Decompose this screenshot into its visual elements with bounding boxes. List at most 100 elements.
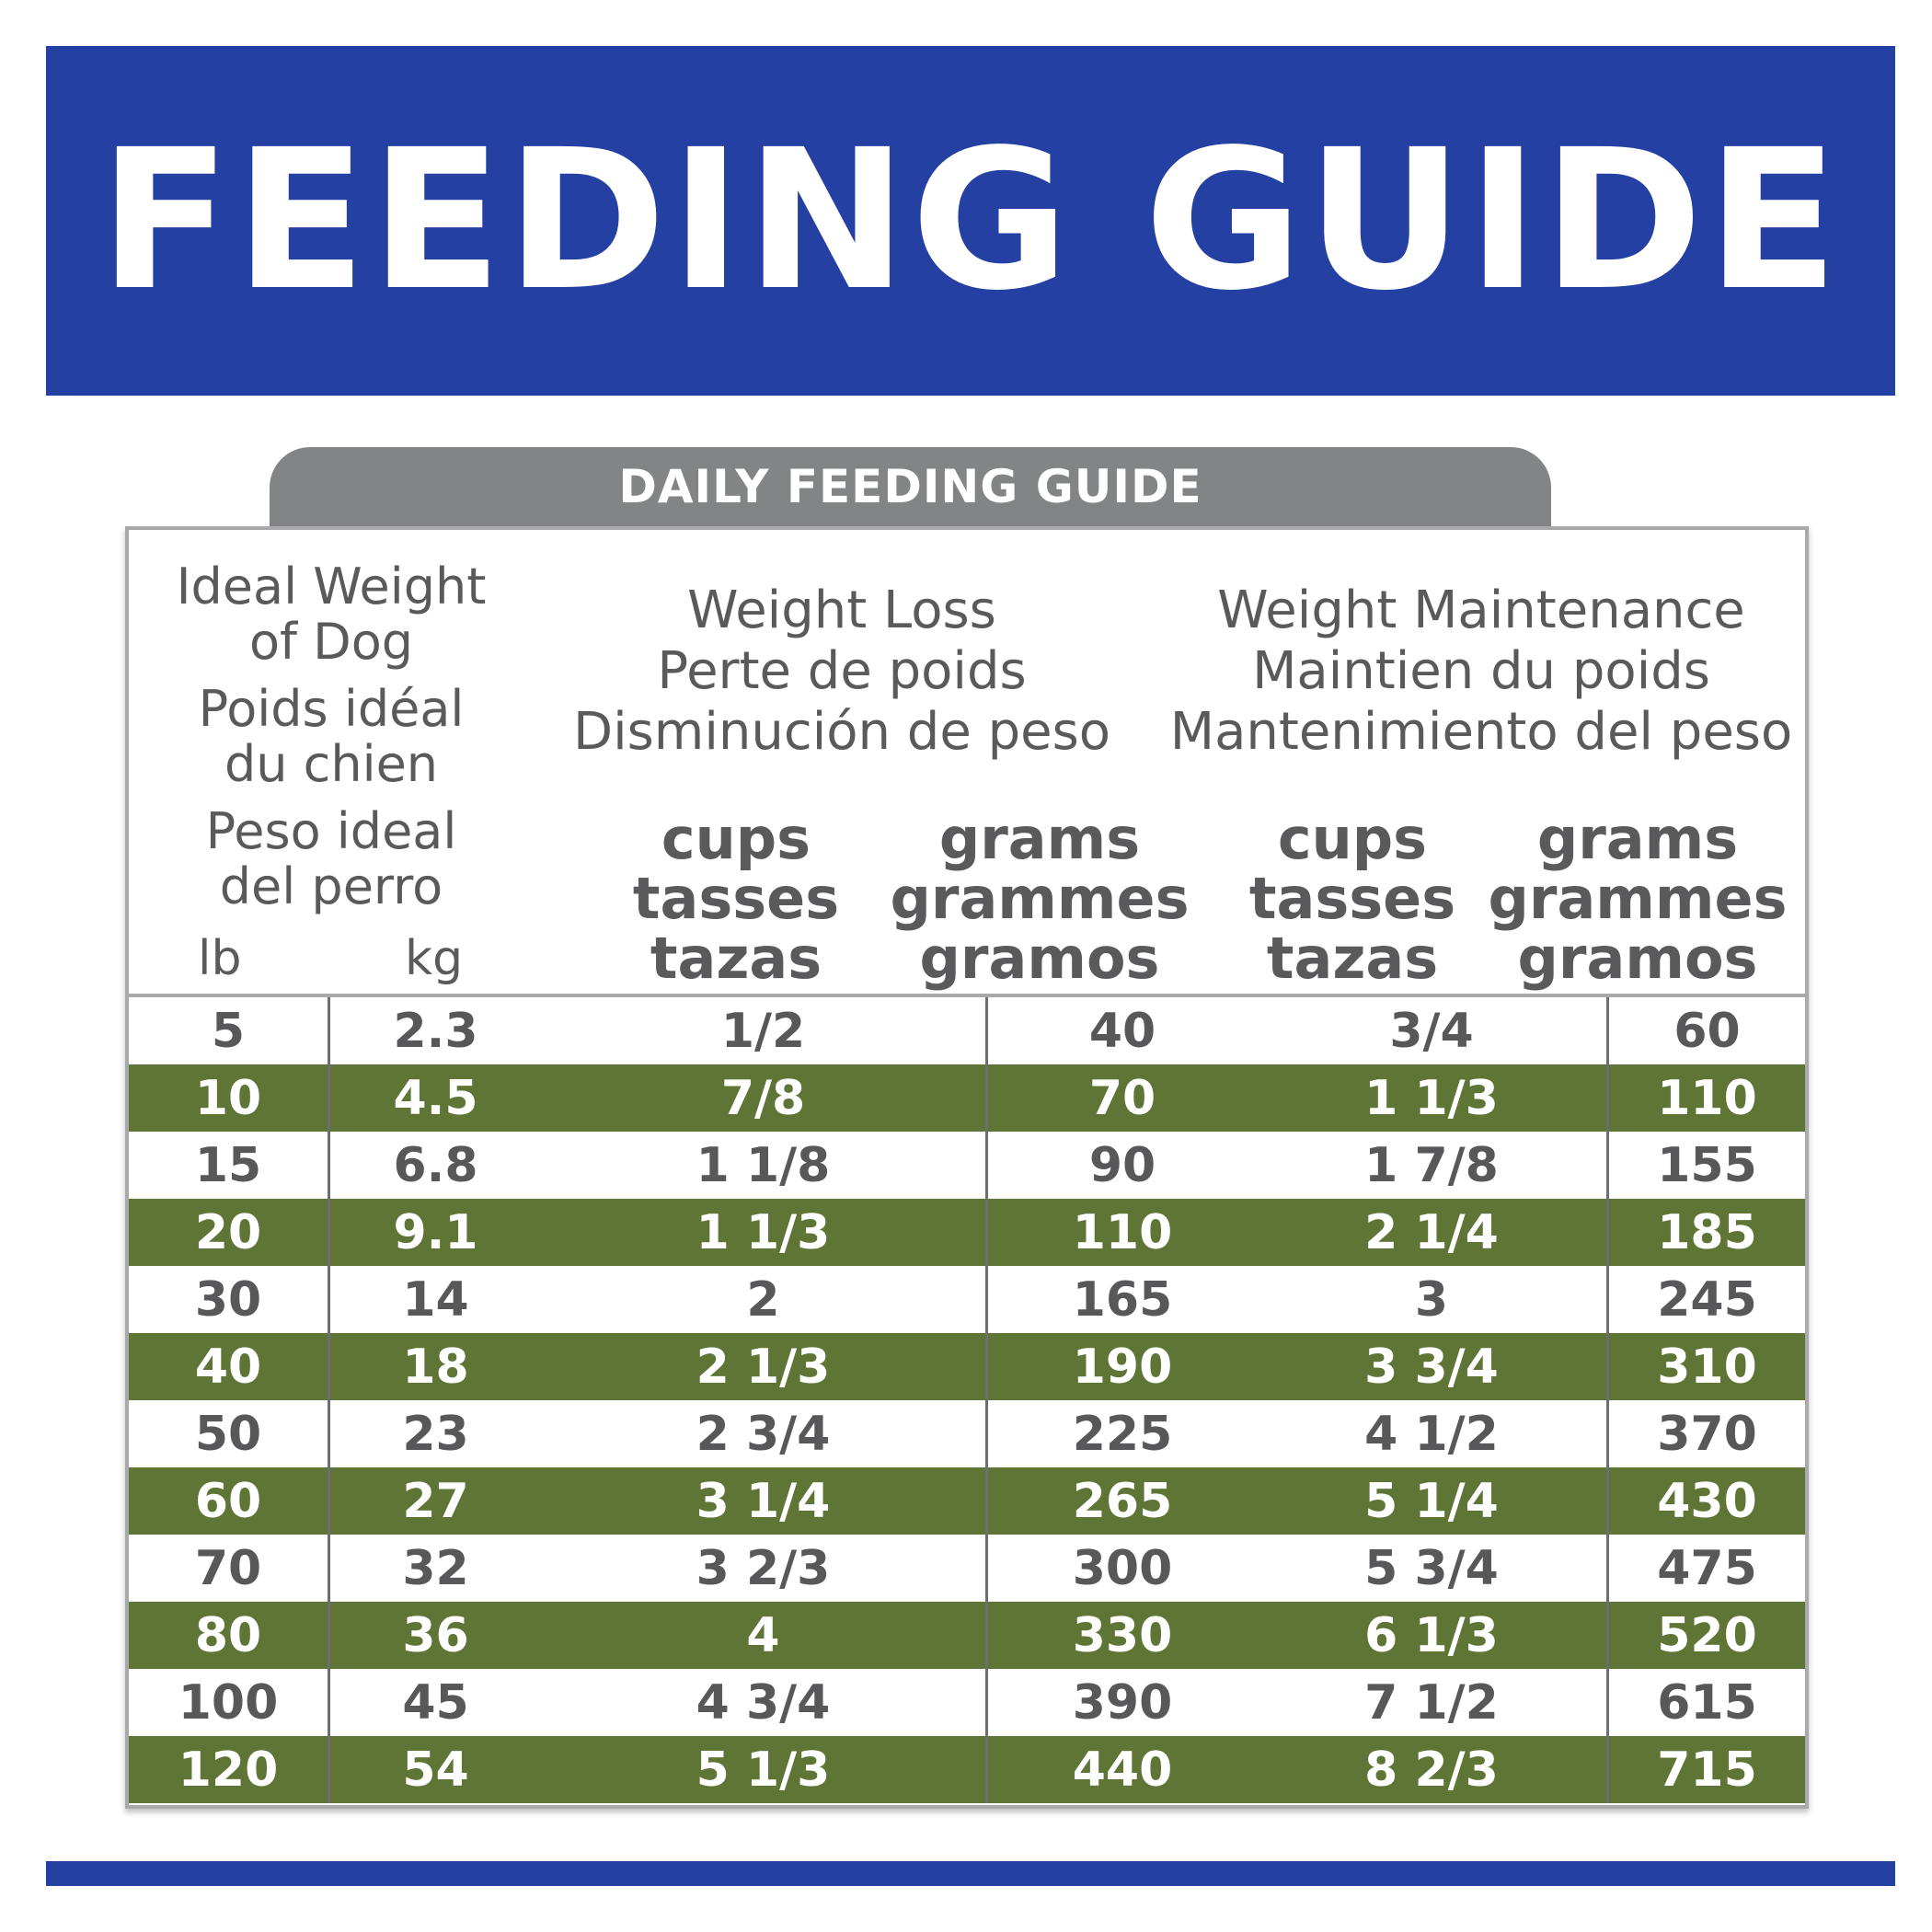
header-line: cups (1277, 805, 1428, 872)
table-row: 30 14 2 165 3 245 (129, 1266, 1805, 1333)
maint-cups-cell: 1 7/8 (1364, 1137, 1499, 1193)
loss-cups-cell: 2 (746, 1271, 780, 1328)
maint-cups-cell: 5 3/4 (1364, 1540, 1499, 1596)
maint-grams-cell: 475 (1606, 1535, 1805, 1602)
table-row: 100 45 4 3/4 390 7 1/2 615 (129, 1669, 1805, 1736)
weight-kg-cell: 54 (328, 1736, 541, 1803)
weight-kg-cell: 36 (328, 1602, 541, 1669)
weight-lb-cell: 30 (194, 1271, 262, 1328)
loss-grams-cell: 330 (985, 1602, 1257, 1669)
maint-cups-cell: 2 1/4 (1364, 1204, 1499, 1260)
header-line: Disminución de peso (572, 702, 1111, 763)
table-row: 10 4.5 7/8 70 1 1/3 110 (129, 1064, 1805, 1132)
header-line: grammes (1488, 865, 1788, 932)
maint-cups-cell: 3 (1414, 1271, 1449, 1328)
table-body: 5 2.3 1/2 40 3/4 60 10 4.5 7/8 70 1 1/3 110 15 6.8 1 1… (129, 997, 1805, 1803)
maint-cups-cell: 6 1/3 (1364, 1607, 1499, 1663)
weight-lb-cell: 120 (178, 1742, 279, 1798)
loss-cups-cell: 2 1/3 (696, 1339, 831, 1395)
weight-column-header: Ideal Weight of Dog Poids idéal du chien… (129, 558, 534, 915)
weight-lb-cell: 40 (194, 1339, 262, 1395)
maint-grams-cell: 60 (1606, 997, 1805, 1064)
table-row: 15 6.8 1 1/8 90 1 7/8 155 (129, 1132, 1805, 1199)
maint-cups-cell: 5 1/4 (1364, 1473, 1499, 1529)
header-line: gramos (1517, 925, 1758, 992)
weight-kg-cell: 45 (328, 1669, 541, 1736)
bottom-bar (46, 1861, 1895, 1886)
loss-cups-cell: 3 2/3 (696, 1540, 831, 1596)
maint-grams-cell: 155 (1606, 1132, 1805, 1199)
page-title: FEEDING GUIDE (98, 108, 1843, 333)
weight-lb-cell: 20 (194, 1204, 262, 1260)
loss-grams-cell: 70 (985, 1064, 1257, 1132)
unit-kg-header: kg (405, 931, 464, 986)
loss-cups-cell: 4 (746, 1607, 780, 1663)
maint-grams-header: grams grammes gramos (1472, 811, 1803, 990)
loss-grams-header: grams grammes gramos (865, 811, 1214, 990)
header-line: tasses (1248, 865, 1456, 932)
loss-grams-cell: 110 (985, 1199, 1257, 1266)
maint-cups-header: cups tasses tazas (1214, 811, 1490, 990)
header-line: tazas (650, 925, 822, 992)
maint-cups-cell: 3/4 (1389, 1003, 1474, 1059)
weight-kg-cell: 18 (328, 1333, 541, 1400)
header-line: gramos (919, 925, 1160, 992)
header-line: tasses (632, 865, 840, 932)
loss-grams-cell: 40 (985, 997, 1257, 1064)
weight-lb-cell: 5 (211, 1003, 246, 1059)
weight-kg-cell: 6.8 (328, 1132, 541, 1199)
maint-grams-cell: 245 (1606, 1266, 1805, 1333)
table-row: 70 32 3 2/3 300 5 3/4 475 (129, 1535, 1805, 1602)
weight-lb-cell: 50 (194, 1406, 262, 1462)
loss-cups-cell: 5 1/3 (696, 1742, 831, 1798)
weight-kg-cell: 32 (328, 1535, 541, 1602)
loss-grams-cell: 390 (985, 1669, 1257, 1736)
loss-cups-header: cups tasses tazas (589, 811, 883, 990)
weight-kg-cell: 23 (328, 1400, 541, 1467)
loss-grams-cell: 265 (985, 1467, 1257, 1535)
header-line: Weight Maintenance (1217, 581, 1745, 640)
weight-kg-cell: 14 (328, 1266, 541, 1333)
maint-cups-cell: 1 1/3 (1364, 1070, 1499, 1126)
weight-lb-cell: 10 (194, 1070, 262, 1126)
weight-lb-cell: 100 (178, 1674, 279, 1731)
header-line: Ideal Weight (176, 558, 487, 615)
loss-cups-cell: 2 3/4 (696, 1406, 831, 1462)
maint-grams-cell: 615 (1606, 1669, 1805, 1736)
loss-cups-cell: 1 1/3 (696, 1204, 831, 1260)
maint-grams-cell: 430 (1606, 1467, 1805, 1535)
header-line: grams (1536, 805, 1739, 872)
loss-grams-cell: 90 (985, 1132, 1257, 1199)
weight-lb-cell: 80 (194, 1607, 262, 1663)
weight-lb-cell: 15 (194, 1137, 262, 1193)
loss-grams-cell: 300 (985, 1535, 1257, 1602)
weight-loss-header: Weight Loss Perte de poids Disminución d… (570, 581, 1113, 763)
weight-kg-cell: 9.1 (328, 1199, 541, 1266)
maint-grams-cell: 110 (1606, 1064, 1805, 1132)
maint-grams-cell: 520 (1606, 1602, 1805, 1669)
maint-grams-cell: 185 (1606, 1199, 1805, 1266)
header-line: Peso ideal (205, 801, 457, 860)
section-tab: DAILY FEEDING GUIDE (270, 447, 1551, 526)
table-row: 120 54 5 1/3 440 8 2/3 715 (129, 1736, 1805, 1803)
weight-kg-cell: 2.3 (328, 997, 541, 1064)
header-line: Maintien du poids (1252, 641, 1710, 702)
table-row: 40 18 2 1/3 190 3 3/4 310 (129, 1333, 1805, 1400)
maint-grams-cell: 715 (1606, 1736, 1805, 1803)
header-line: Weight Loss (687, 581, 996, 640)
unit-lb-header: lb (198, 931, 242, 986)
title-banner: FEEDING GUIDE (46, 46, 1895, 396)
table-row: 50 23 2 3/4 225 4 1/2 370 (129, 1400, 1805, 1467)
header-line: Mantenimiento del peso (1169, 702, 1793, 763)
table-row: 60 27 3 1/4 265 5 1/4 430 (129, 1467, 1805, 1535)
maint-cups-cell: 7 1/2 (1364, 1674, 1499, 1731)
header-line: cups (661, 805, 811, 872)
header-line: Poids idéal (198, 679, 465, 738)
loss-cups-cell: 4 3/4 (696, 1674, 831, 1731)
header-line: Perte de poids (657, 641, 1027, 702)
loss-grams-cell: 440 (985, 1736, 1257, 1803)
loss-grams-cell: 190 (985, 1333, 1257, 1400)
loss-cups-cell: 1/2 (720, 1003, 806, 1059)
maint-cups-cell: 8 2/3 (1364, 1742, 1499, 1798)
loss-grams-cell: 225 (985, 1400, 1257, 1467)
